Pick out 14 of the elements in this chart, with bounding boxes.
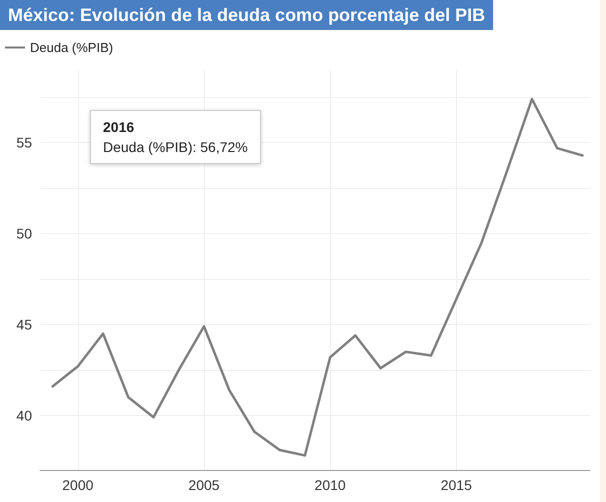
line-series bbox=[51, 98, 584, 457]
y-tick-label: 40 bbox=[16, 407, 32, 424]
annotation: 2016 bbox=[103, 119, 136, 135]
annotation: Deuda (%PIB): 56,72% bbox=[103, 139, 248, 155]
x-tick-label: 2010 bbox=[314, 477, 346, 493]
chart-title: México: Evolución de la deuda como porcentaje del PIB bbox=[8, 5, 486, 25]
y-tick-label: 55 bbox=[16, 134, 32, 151]
x-tick-label: 2000 bbox=[62, 477, 94, 493]
y-tick-label: 50 bbox=[16, 226, 32, 242]
y-tick-label: 45 bbox=[16, 316, 32, 333]
tooltip-card: 2016 Deuda (%PIB): 56,72% bbox=[90, 110, 261, 164]
x-tick-label: 2005 bbox=[188, 477, 220, 493]
legend-label: Deuda (%PIB) bbox=[30, 40, 114, 55]
x-tick-label: 2015 bbox=[440, 477, 472, 493]
